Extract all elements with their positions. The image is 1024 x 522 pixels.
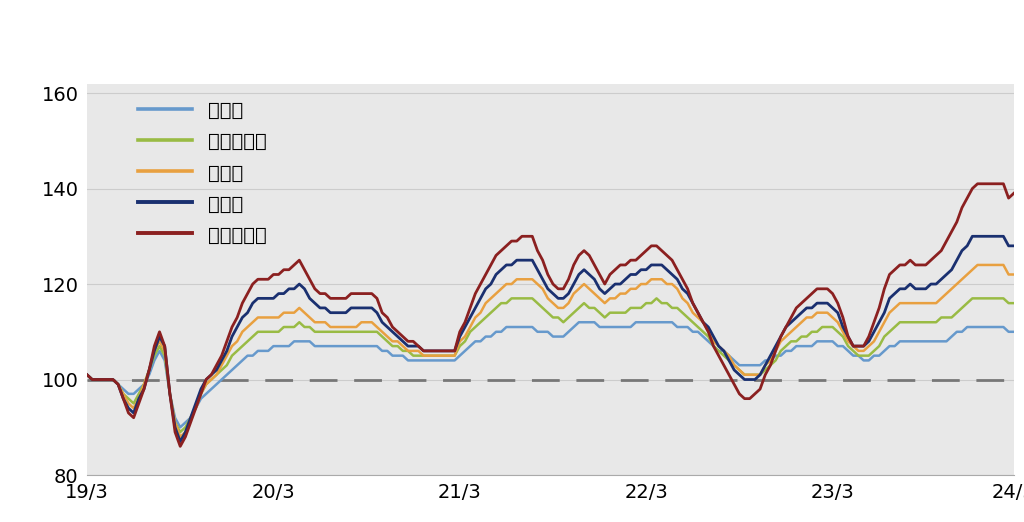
Text: みずほファンドラップ　ファーストステップ: みずほファンドラップ ファーストステップ [279, 21, 745, 60]
Legend: 安定型, 安定成長型, 成長型, 積極型, 積極拡大型: 安定型, 安定成長型, 成長型, 積極型, 積極拡大型 [134, 97, 270, 248]
